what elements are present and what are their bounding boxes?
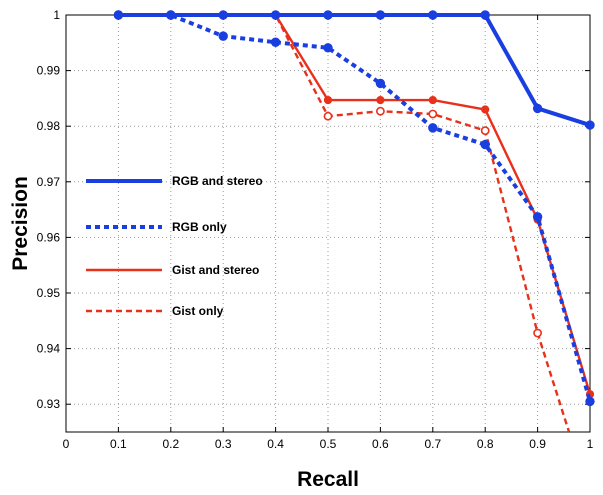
data-point (376, 95, 385, 105)
x-tick-label: 0.1 (110, 437, 127, 451)
x-tick-label: 0.5 (320, 437, 337, 451)
x-tick-label: 0.2 (162, 437, 179, 451)
legend-label: Gist only (172, 304, 224, 318)
y-axis-label: Precision (9, 176, 32, 271)
data-point (480, 10, 490, 20)
legend-label: RGB and stereo (172, 174, 263, 188)
series-line (118, 13, 591, 127)
data-point (428, 10, 438, 20)
series-rgb-and-stereo (113, 10, 595, 130)
data-point (166, 10, 176, 20)
legend-label: RGB only (172, 220, 227, 234)
y-tick-label: 0.94 (37, 342, 61, 356)
x-tick-label: 0.7 (424, 437, 441, 451)
data-point (323, 10, 333, 20)
x-tick-label: 0.8 (477, 437, 494, 451)
y-tick-label: 0.96 (37, 230, 61, 244)
data-point (113, 10, 124, 20)
data-point (428, 95, 437, 105)
data-point (375, 10, 386, 20)
legend-label: Gist and stereo (172, 263, 259, 277)
data-point (270, 37, 281, 47)
data-point (323, 111, 333, 121)
data-point (481, 105, 490, 114)
axis-ticks: 0 0.1 0.2 0.3 0.4 0.5 0.6 0.7 0.8 0.9 1 0.93 0.94 0.9… (37, 8, 594, 451)
y-tick-label: 0.99 (37, 64, 61, 78)
series-line (118, 13, 571, 432)
x-tick-label: 0.6 (372, 437, 389, 451)
data-point (428, 123, 438, 133)
data-point (585, 396, 595, 407)
data-point (533, 328, 542, 338)
legend: RGB and stereo RGB only Gist and stereo Gis… (86, 174, 263, 318)
y-tick-label: 0.95 (37, 286, 61, 300)
series-layer (113, 10, 595, 432)
data-point (532, 212, 543, 222)
data-point (480, 139, 490, 150)
x-tick-label: 0.3 (215, 437, 232, 451)
y-tick-label: 0.93 (37, 397, 61, 411)
data-point (428, 109, 438, 119)
series-gist-and-stereo (114, 10, 595, 399)
x-tick-label: 1 (587, 437, 594, 451)
data-point (323, 43, 333, 53)
x-tick-label: 0 (63, 437, 70, 451)
data-point (375, 78, 386, 89)
y-tick-label: 1 (53, 8, 60, 22)
x-axis-label: Recall (297, 468, 359, 491)
x-tick-label: 0.4 (267, 437, 284, 451)
data-point (375, 106, 385, 116)
y-tick-label: 0.98 (37, 119, 61, 133)
data-point (532, 103, 543, 114)
data-point (480, 126, 490, 136)
y-tick-label: 0.97 (37, 175, 61, 189)
data-point (323, 95, 333, 105)
data-point (585, 120, 595, 130)
grid (66, 15, 590, 432)
data-point (218, 10, 228, 20)
data-point (218, 31, 228, 41)
data-point (270, 10, 281, 20)
series-rgb-only (113, 10, 595, 407)
series-line (118, 13, 592, 402)
x-tick-label: 0.9 (529, 437, 546, 451)
